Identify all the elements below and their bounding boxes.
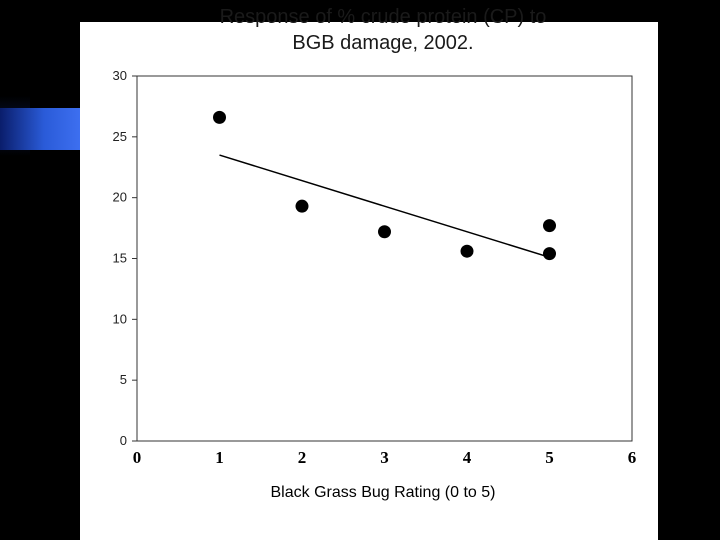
data-point <box>213 110 226 124</box>
y-tick-label: 15 <box>113 251 127 266</box>
plot-frame <box>136 75 633 442</box>
y-tick-label: 30 <box>113 68 127 83</box>
y-tick-label: 10 <box>113 311 127 326</box>
y-tick-label: 0 <box>120 433 127 448</box>
y-tick-label: 25 <box>113 129 127 144</box>
x-tick-label: 0 <box>133 448 142 467</box>
x-tick-label: 6 <box>628 448 637 467</box>
slide-accent-bar <box>0 108 80 150</box>
data-point <box>295 199 309 213</box>
slide-panel <box>80 22 658 540</box>
trendline <box>219 154 550 258</box>
data-point <box>460 244 474 258</box>
x-tick-label: 5 <box>545 448 554 467</box>
y-tick-label: 20 <box>113 190 127 205</box>
x-axis-label: Black Grass Bug Rating (0 to 5) <box>270 484 496 501</box>
y-tick-label: 5 <box>120 372 127 387</box>
x-tick-label: 2 <box>298 448 307 467</box>
x-tick-label: 1 <box>215 448 224 467</box>
x-tick-label: 4 <box>463 448 472 467</box>
chart-title: Response of % crude protein (CP) to BGB … <box>80 4 686 56</box>
data-point <box>378 225 391 239</box>
chart-title-line-2: BGB damage, 2002. <box>292 32 474 54</box>
data-point <box>543 247 556 261</box>
data-point <box>543 219 556 233</box>
chart-title-line-1: Response of % crude protein (CP) to <box>219 6 547 28</box>
x-tick-label: 3 <box>380 448 389 467</box>
